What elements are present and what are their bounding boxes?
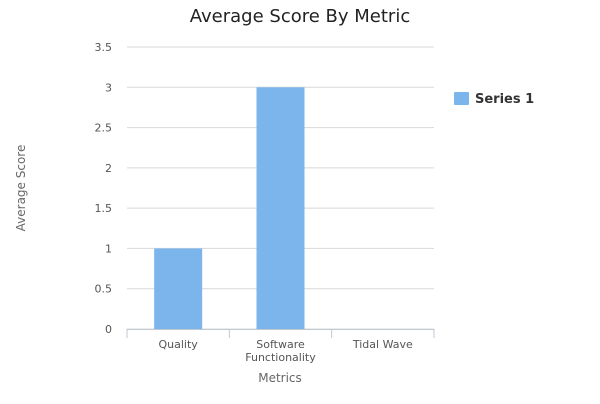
y-tick-label: 0 <box>105 323 112 336</box>
y-tick-label: 1 <box>105 242 112 255</box>
bar[interactable] <box>154 248 203 329</box>
x-tick-label: Tidal Wave <box>352 338 413 351</box>
legend-label: Series 1 <box>475 92 534 107</box>
y-tick-label: 3 <box>105 81 112 94</box>
y-tick-label: 2.5 <box>95 122 113 135</box>
y-tick-label: 3.5 <box>95 41 113 54</box>
chart-title: Average Score By Metric <box>189 6 411 27</box>
y-tick-label: 1.5 <box>95 202 113 215</box>
axes <box>126 329 435 338</box>
y-tick-labels: 0 0.5 1 1.5 2 2.5 3 3.5 <box>95 41 113 336</box>
legend[interactable]: Series 1 <box>454 92 534 107</box>
x-tick-labels: Quality Software Functionality Tidal Wave <box>159 338 414 364</box>
y-tick-label: 0.5 <box>95 283 113 296</box>
x-tick-label: Software Functionality <box>245 338 316 364</box>
x-axis-label: Metrics <box>258 371 302 385</box>
legend-swatch <box>454 92 469 105</box>
y-axis-label: Average Score <box>14 145 28 232</box>
bars <box>154 87 305 330</box>
bar[interactable] <box>256 87 305 330</box>
y-tick-label: 2 <box>105 162 112 175</box>
x-tick-label: Quality <box>159 338 199 351</box>
